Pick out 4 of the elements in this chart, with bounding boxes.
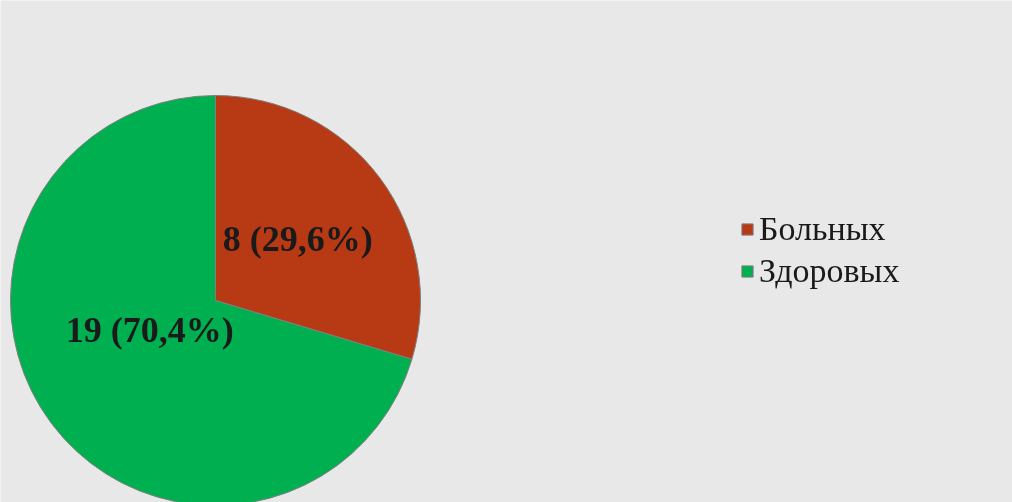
data-label: 19 (70,4%): [65, 309, 234, 350]
data-label: 8 (29,6%): [222, 219, 373, 260]
legend-label: Здоровых: [759, 252, 900, 290]
legend-label: Больных: [759, 210, 886, 248]
